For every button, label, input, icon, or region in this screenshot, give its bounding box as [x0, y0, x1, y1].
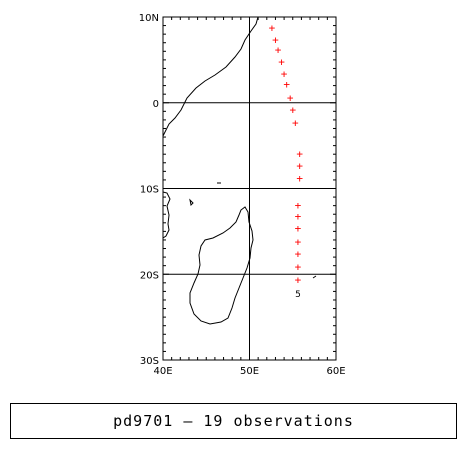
- lat-tick-label: 0: [153, 99, 159, 110]
- observation-marker: +: [295, 261, 302, 274]
- observation-marker: +: [289, 104, 296, 117]
- observation-markers: +++++++++++++++++++5: [269, 21, 304, 300]
- axis-ticks: [162, 16, 337, 361]
- lat-tick-label: 10N: [139, 13, 159, 24]
- observation-marker: +: [278, 56, 285, 69]
- observation-marker: +: [296, 172, 303, 185]
- comoros-island-1: [189, 198, 194, 207]
- observation-marker: +: [292, 116, 299, 129]
- madagascar-coastline: [189, 206, 254, 325]
- observation-marker: +: [295, 248, 302, 261]
- lon-tick-label: 40E: [153, 366, 172, 377]
- africa-coastline: [162, 16, 259, 137]
- observation-marker: +: [281, 68, 288, 81]
- observation-marker: +: [296, 159, 303, 172]
- axis-tick-labels: 40E 50E 60E 10N 0 10S 20S 30S: [139, 13, 346, 377]
- observation-marker: +: [275, 44, 282, 57]
- observation-marker: +: [287, 92, 294, 105]
- observation-marker: +: [295, 273, 302, 286]
- observation-marker: +: [269, 21, 276, 34]
- track-end-label: 5: [295, 290, 301, 300]
- graticule: [163, 17, 336, 360]
- observation-marker: +: [295, 199, 302, 212]
- lat-tick-label: 30S: [140, 356, 159, 367]
- observation-marker: +: [295, 210, 302, 223]
- lat-tick-label: 20S: [140, 270, 159, 281]
- observation-marker: +: [272, 33, 279, 46]
- observation-marker: +: [283, 78, 290, 91]
- lon-tick-label: 50E: [240, 366, 259, 377]
- observation-marker: +: [295, 236, 302, 249]
- coastlines: [162, 16, 317, 325]
- lat-tick-label: 10S: [140, 185, 159, 196]
- africa-coastline-south: [162, 191, 171, 239]
- caption-text: pd9701 – 19 observations: [113, 412, 354, 430]
- caption-box: pd9701 – 19 observations: [10, 403, 457, 439]
- observation-marker: +: [296, 147, 303, 160]
- observation-marker: +: [295, 222, 302, 235]
- comoros-island-3: [312, 275, 317, 279]
- lon-tick-label: 60E: [326, 366, 345, 377]
